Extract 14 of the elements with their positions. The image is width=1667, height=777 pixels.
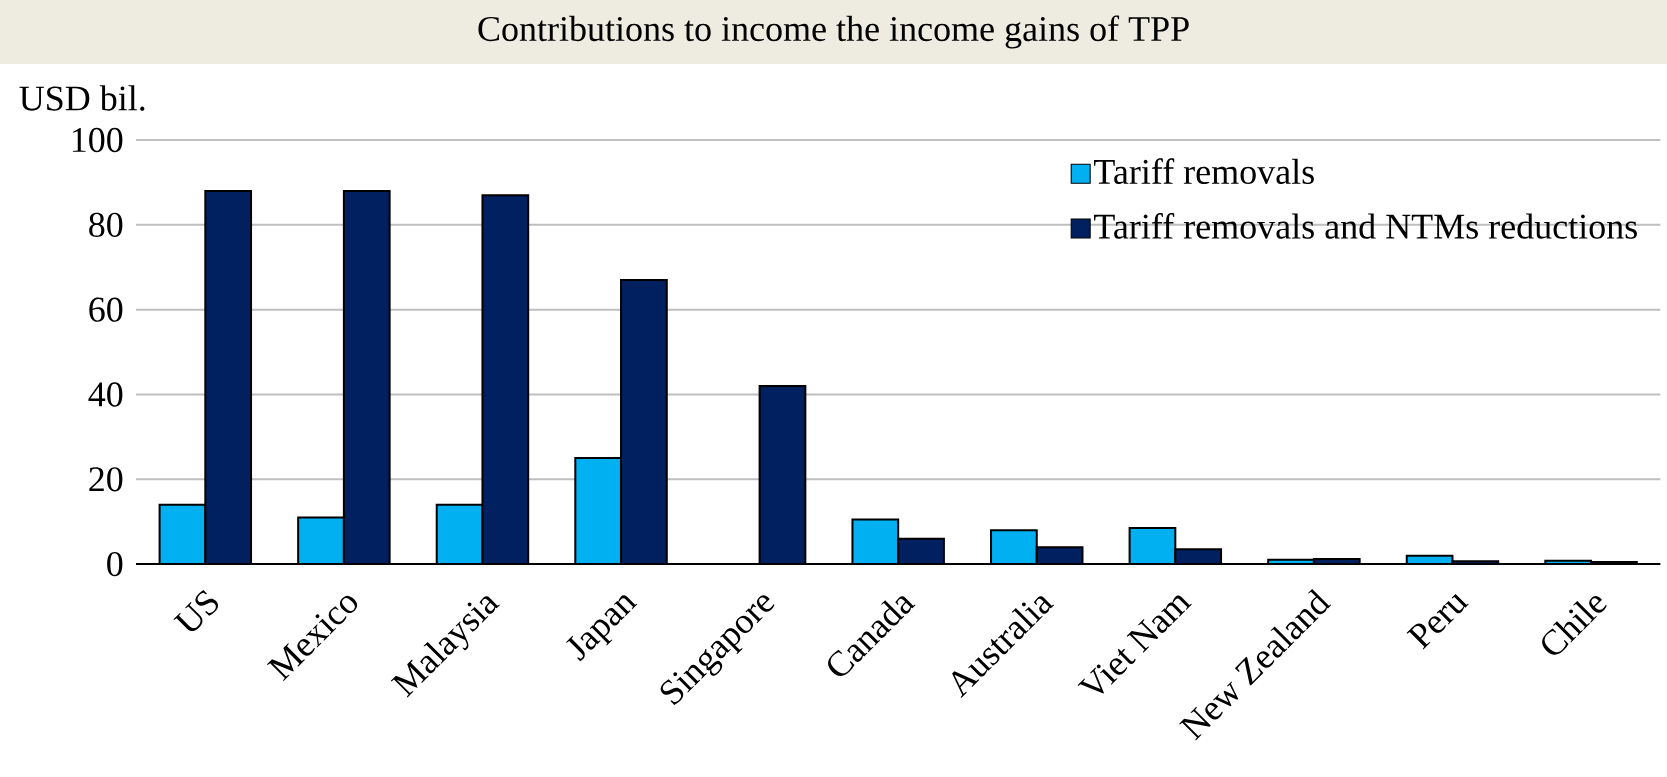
chart-title: Contributions to income the income gains of TPP xyxy=(478,15,1189,49)
y-tick-label: 40 xyxy=(88,382,123,407)
legend-label: Tariff removals and NTMs reductions xyxy=(1094,212,1637,239)
y-tick-label: 100 xyxy=(72,127,123,152)
y-axis-title: USD bil. xyxy=(19,85,145,111)
x-tick-label: Chile xyxy=(1542,595,1607,655)
x-tick-label: Peru xyxy=(1406,593,1469,650)
y-tick-label: 20 xyxy=(89,466,123,492)
y-tick-label: 0 xyxy=(107,551,123,577)
y-tick-label: 80 xyxy=(89,212,123,237)
legend-label: Tariff removals xyxy=(1094,158,1314,184)
y-tick-label: 60 xyxy=(89,297,123,322)
x-tick-label: US xyxy=(173,589,219,631)
x-tick-label: Viet Nam xyxy=(1077,595,1192,694)
